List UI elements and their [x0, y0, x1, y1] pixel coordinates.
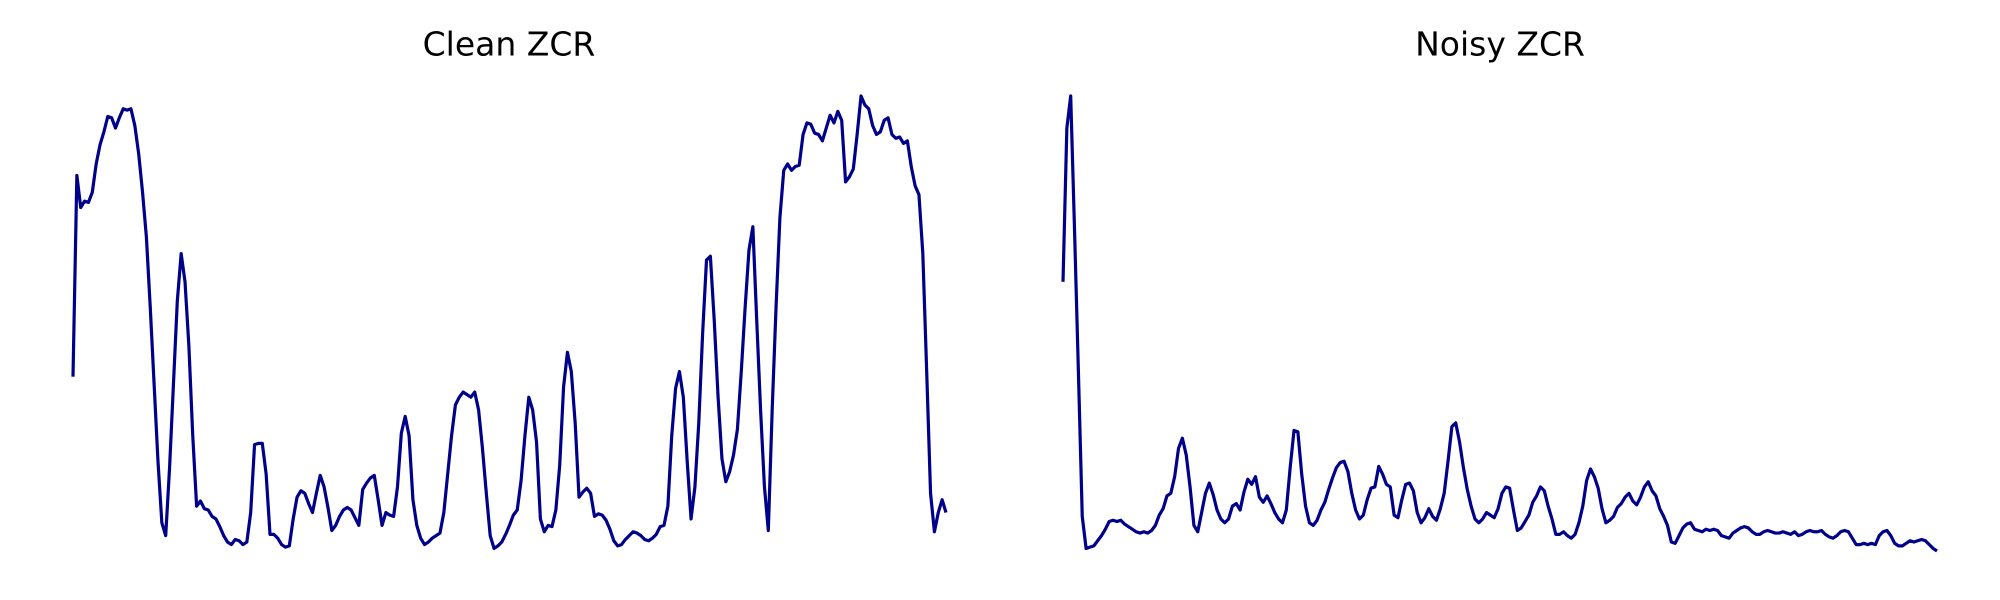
line [1061, 94, 1938, 553]
chart-title: Clean ZCR [423, 25, 596, 64]
chart-title: Noisy ZCR [1415, 25, 1585, 64]
line [71, 94, 948, 551]
